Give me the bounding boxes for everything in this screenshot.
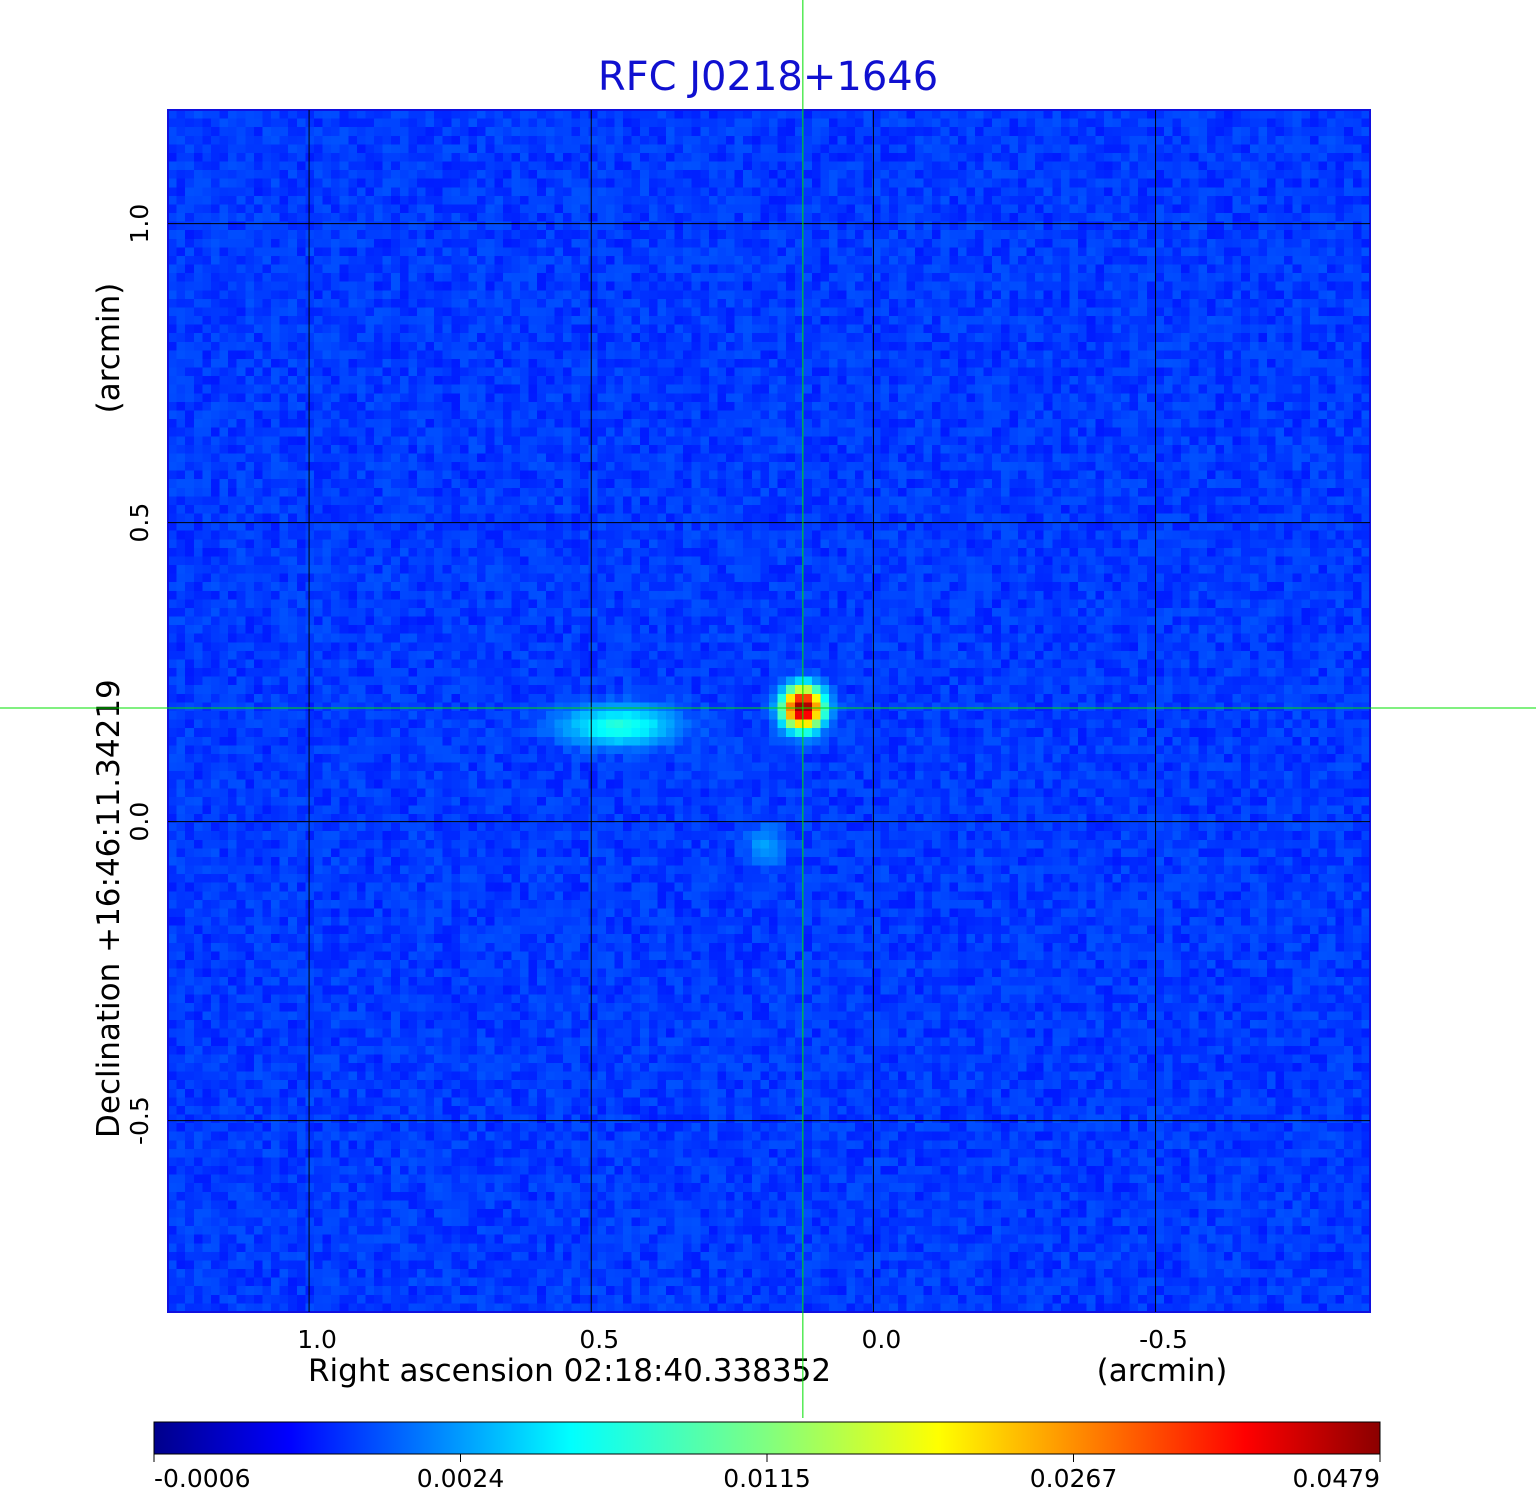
colorbar-tick-label: 0.0267 (1030, 1464, 1117, 1493)
x-axis-label: Right ascension 02:18:40.338352 (308, 1353, 831, 1389)
x-axis-ticks: 1.0 0.5 0.0 -0.5 (297, 1325, 1188, 1354)
x-axis-unit: (arcmin) (1097, 1353, 1228, 1389)
crosshair (0, 0, 1536, 1418)
heatmap-image (168, 110, 1370, 1312)
colorbar-ticks: -0.0006 0.0024 0.0115 0.0267 0.0479 (153, 1454, 1381, 1493)
plot-area (167, 109, 1371, 1313)
x-tick-label: 0.5 (579, 1325, 619, 1354)
colorbar: -0.0006 0.0024 0.0115 0.0267 0.0479 (153, 1421, 1381, 1493)
colorbar-tick-label: 0.0115 (723, 1464, 810, 1493)
plot-frame (167, 109, 1371, 1313)
y-axis-label: Declination +16:46:11.34219 (91, 679, 127, 1138)
x-tick-label: 0.0 (862, 1325, 902, 1354)
colorbar-tick-label: 0.0479 (1293, 1464, 1380, 1493)
x-tick-label: 1.0 (297, 1325, 337, 1354)
colorbar-gradient (153, 1421, 1381, 1455)
x-tick-label: -0.5 (1139, 1325, 1188, 1354)
grid (168, 110, 1370, 1312)
y-axis-unit: (arcmin) (91, 283, 127, 414)
chart-title: RFC J0218+1646 (598, 54, 938, 100)
y-tick-label: 0.5 (125, 503, 154, 543)
y-tick-label: 1.0 (125, 204, 154, 244)
y-tick-label: -0.5 (125, 1096, 154, 1145)
colorbar-tick-label: -0.0006 (154, 1464, 251, 1493)
colorbar-tick-label: 0.0024 (417, 1464, 504, 1493)
y-tick-label: 0.0 (125, 802, 154, 842)
y-axis-ticks: 1.0 0.5 0.0 -0.5 (125, 204, 154, 1145)
